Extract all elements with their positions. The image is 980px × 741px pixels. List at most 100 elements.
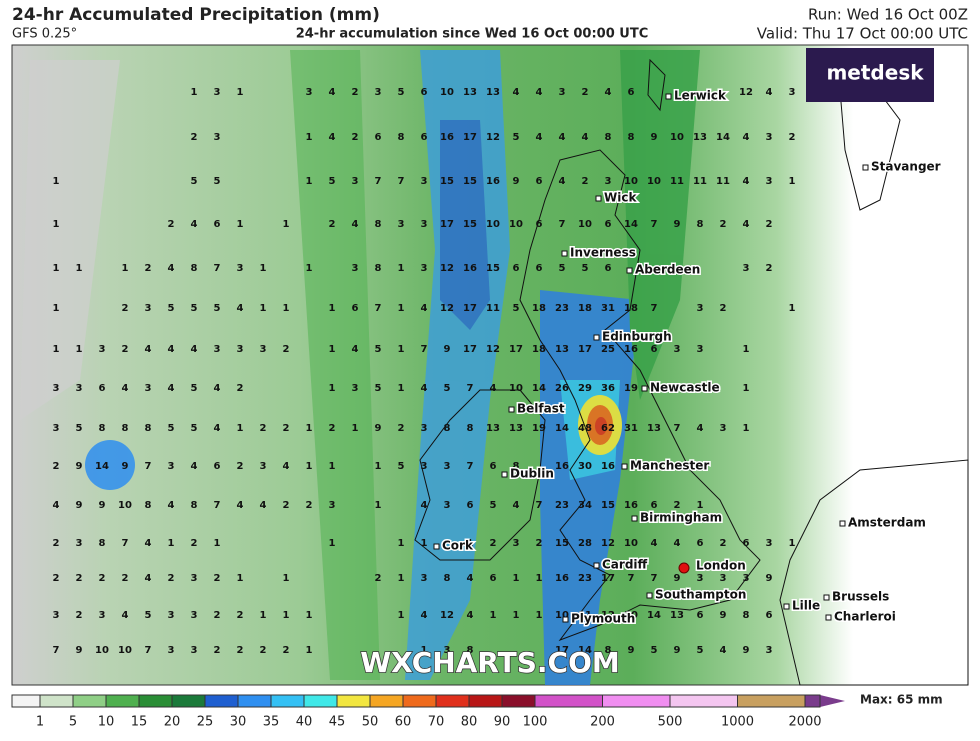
precip-value: 29 (578, 383, 592, 394)
precip-value: 1 (260, 263, 267, 274)
precip-value: 4 (283, 461, 290, 472)
precip-value: 1 (398, 263, 405, 274)
precip-value: 31 (601, 303, 615, 314)
city-label: Newcastle (650, 381, 720, 395)
city-label: Edinburgh (602, 330, 672, 344)
precip-value: 1 (283, 610, 290, 621)
precip-value: 4 (191, 219, 198, 230)
precip-value: 4 (513, 87, 520, 98)
precip-value: 16 (601, 461, 615, 472)
precip-value: 3 (168, 461, 175, 472)
precip-value: 18 (578, 303, 592, 314)
precip-value: 15 (555, 538, 569, 549)
precip-value: 5 (76, 423, 83, 434)
colorbar-label: 5 (69, 715, 77, 730)
precip-value: 3 (260, 344, 267, 355)
precip-value: 5 (582, 263, 589, 274)
colorbar-segment (238, 695, 271, 707)
precip-value: 1 (283, 573, 290, 584)
precip-value: 4 (145, 573, 152, 584)
precip-value: 3 (559, 87, 566, 98)
city-marker (593, 562, 600, 569)
precip-value: 2 (283, 423, 290, 434)
colorbar-segment (469, 695, 502, 707)
precip-value: 16 (555, 461, 569, 472)
precip-value: 8 (444, 423, 451, 434)
precip-value: 62 (601, 423, 615, 434)
precip-value: 1 (237, 573, 244, 584)
precip-value: 12 (739, 87, 753, 98)
precip-value: 6 (421, 132, 428, 143)
precip-value: 4 (605, 87, 612, 98)
precip-value: 10 (95, 645, 109, 656)
precip-value: 1 (352, 423, 359, 434)
precip-value: 1 (237, 219, 244, 230)
precip-value: 2 (260, 423, 267, 434)
precip-value: 4 (53, 500, 60, 511)
precip-value: 5 (168, 303, 175, 314)
precip-value: 1 (789, 176, 796, 187)
precip-value: 13 (486, 423, 500, 434)
precip-value: 3 (53, 423, 60, 434)
precip-value: 14 (647, 610, 661, 621)
precip-value: 16 (463, 263, 477, 274)
precip-value: 7 (628, 573, 635, 584)
precip-value: 10 (118, 500, 132, 511)
precip-value: 3 (605, 176, 612, 187)
precip-value: 1 (513, 573, 520, 584)
precip-value: 1 (398, 538, 405, 549)
precip-value: 1 (375, 500, 382, 511)
precip-value: 30 (578, 461, 592, 472)
colorbar-label: 15 (131, 715, 148, 730)
precip-value: 4 (352, 219, 359, 230)
precip-value: 6 (421, 87, 428, 98)
city-marker (562, 616, 569, 623)
precip-value: 1 (76, 344, 83, 355)
city-label: Cardiff (602, 558, 648, 572)
precip-value: 1 (467, 538, 474, 549)
precip-value: 6 (536, 263, 543, 274)
precip-value: 4 (168, 500, 175, 511)
precip-value: 5 (513, 303, 520, 314)
city-label: Charleroi (834, 610, 896, 624)
precip-value: 25 (601, 344, 615, 355)
city-marker (621, 463, 628, 470)
precip-value: 9 (743, 645, 750, 656)
precip-value: 10 (647, 176, 661, 187)
header-text: 24-hr Accumulated Precipitation (mm) (12, 5, 380, 25)
colorbar-label: 20 (164, 715, 181, 730)
colorbar-segment (670, 695, 738, 707)
precip-value: 5 (168, 423, 175, 434)
precip-value: 9 (674, 645, 681, 656)
precip-value: 1 (743, 383, 750, 394)
colorbar-label: 60 (395, 715, 412, 730)
precip-value: 2 (789, 132, 796, 143)
precip-value: 19 (624, 383, 638, 394)
precip-value: 3 (99, 344, 106, 355)
precip-value: 1 (191, 87, 198, 98)
precip-value: 1 (375, 461, 382, 472)
precip-value: 4 (260, 500, 267, 511)
precip-value: 14 (624, 219, 638, 230)
precip-value: 3 (76, 538, 83, 549)
precip-value: 4 (122, 610, 129, 621)
city-marker (595, 195, 602, 202)
precip-value: 4 (720, 645, 727, 656)
colorbar-label: 35 (263, 715, 280, 730)
precip-value: 2 (398, 423, 405, 434)
precip-value: 1 (398, 344, 405, 355)
precip-value: 1 (329, 538, 336, 549)
precip-value: 1 (214, 538, 221, 549)
precip-value: 3 (352, 263, 359, 274)
precip-value: 26 (555, 383, 569, 394)
precip-value: 15 (463, 219, 477, 230)
precip-value: 2 (766, 219, 773, 230)
colorbar-segment (370, 695, 403, 707)
precip-value: 6 (536, 176, 543, 187)
precip-value: 3 (398, 219, 405, 230)
precip-value: 2 (237, 610, 244, 621)
precip-value: 13 (693, 132, 707, 143)
precip-value: 14 (95, 461, 109, 472)
precip-value: 9 (76, 461, 83, 472)
precip-value: 4 (214, 383, 221, 394)
